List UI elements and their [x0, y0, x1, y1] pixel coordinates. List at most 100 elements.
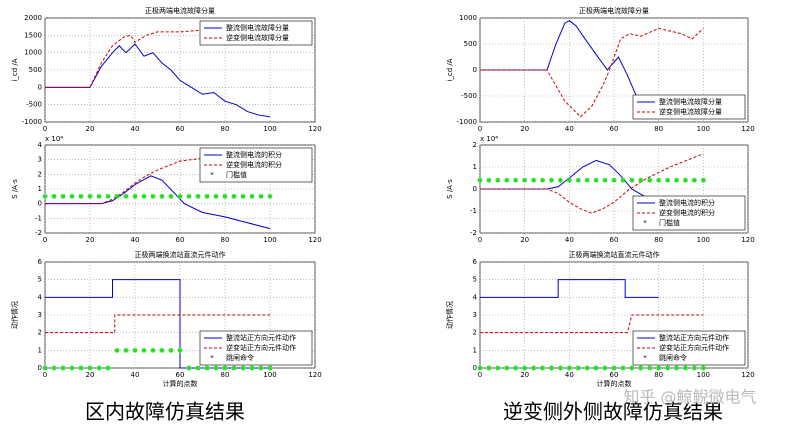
- x-tick-label: 40: [565, 236, 574, 244]
- x-tick-label: 60: [610, 125, 619, 133]
- marker: [96, 193, 102, 199]
- marker: [231, 193, 237, 199]
- x-tick-label: 20: [520, 125, 529, 133]
- marker: [593, 177, 599, 183]
- marker: [177, 347, 183, 353]
- y-tick-label: -2: [35, 229, 42, 237]
- x-tick-label: 100: [263, 236, 276, 244]
- marker: [665, 177, 671, 183]
- marker: [495, 177, 501, 183]
- series-line: [45, 43, 271, 118]
- marker: [105, 365, 111, 371]
- marker: [620, 177, 626, 183]
- y-tick-label: 3: [38, 156, 42, 164]
- x-axis-label: 计算的点数: [163, 379, 198, 388]
- marker: [611, 365, 617, 371]
- marker: [186, 365, 192, 371]
- marker: [602, 365, 608, 371]
- marker: [584, 365, 590, 371]
- x-tick-label: 60: [176, 371, 185, 379]
- y-tick-label: -500: [26, 101, 42, 109]
- marker: [213, 365, 219, 371]
- y-tick-label: 0: [473, 185, 477, 193]
- marker: [204, 365, 210, 371]
- x-tick-label: 20: [86, 236, 95, 244]
- marker: [51, 365, 57, 371]
- marker: [159, 193, 165, 199]
- y-tick-label: 1000: [459, 14, 477, 22]
- marker: [60, 193, 66, 199]
- legend-box: [632, 94, 746, 120]
- marker: [584, 177, 590, 183]
- y-axis-label: S /A·s: [446, 179, 454, 199]
- marker: [168, 347, 174, 353]
- marker: [495, 365, 501, 371]
- series-line: [480, 27, 704, 118]
- x-tick-label: 100: [263, 125, 276, 133]
- marker: [96, 365, 102, 371]
- marker: [522, 177, 528, 183]
- marker: [60, 365, 66, 371]
- marker: [150, 193, 156, 199]
- marker: [78, 365, 84, 371]
- marker: [540, 177, 546, 183]
- marker: [267, 365, 273, 371]
- x-tick-label: 80: [654, 371, 663, 379]
- marker: [638, 177, 644, 183]
- x-tick-label: 80: [221, 371, 230, 379]
- marker: [656, 365, 662, 371]
- x-tick-label: 20: [86, 371, 95, 379]
- marker: [240, 365, 246, 371]
- x-tick-label: 20: [520, 236, 529, 244]
- x-tick-label: 60: [176, 236, 185, 244]
- marker: [513, 365, 519, 371]
- x-tick-label: 20: [520, 371, 529, 379]
- marker: [477, 365, 483, 371]
- x-tick-label: 40: [131, 236, 140, 244]
- series-line: [480, 279, 659, 298]
- y-tick-label: -1: [470, 207, 477, 215]
- y-tick-label: 0: [38, 83, 42, 91]
- y-tick-label: 2000: [24, 14, 42, 22]
- x-tick-label: 120: [308, 125, 321, 133]
- x-tick-label: 80: [654, 236, 663, 244]
- y-tick-label: 6: [38, 258, 43, 266]
- x-tick-label: 100: [697, 371, 710, 379]
- y-axis-label: 动作情况: [445, 301, 454, 329]
- marker: [682, 177, 688, 183]
- y-tick-label: 0: [473, 66, 477, 74]
- marker: [486, 177, 492, 183]
- y-tick-label: 3: [473, 311, 477, 319]
- x-tick-label: 60: [610, 236, 619, 244]
- marker: [575, 177, 581, 183]
- marker: [629, 365, 635, 371]
- chart-title: 正极两端换流站直流元件动作: [135, 250, 226, 259]
- marker: [114, 193, 120, 199]
- marker: [513, 177, 519, 183]
- y-tick-label: 2: [38, 329, 42, 337]
- series-line: [480, 159, 655, 203]
- marker: [222, 193, 228, 199]
- marker: [186, 193, 192, 199]
- series-line: [45, 175, 271, 230]
- marker: [141, 193, 147, 199]
- chart-title: 正极两端电流故障分量: [145, 6, 215, 15]
- x-tick-label: 120: [308, 371, 321, 379]
- y-axis-label: 动作情况: [10, 301, 19, 329]
- x-tick-label: 0: [478, 125, 482, 133]
- marker: [700, 177, 706, 183]
- legend-box: [632, 195, 746, 231]
- legend-label: 整流站正方向元件动作: [226, 333, 296, 342]
- x-tick-label: 100: [263, 371, 276, 379]
- marker: [548, 365, 554, 371]
- legend-marker: *: [210, 354, 214, 362]
- caption: 区内故障仿真结果: [85, 400, 245, 424]
- marker: [486, 365, 492, 371]
- marker: [123, 193, 129, 199]
- y-tick-label: 5: [473, 276, 477, 284]
- y-tick-label: 5: [38, 276, 42, 284]
- marker: [42, 365, 48, 371]
- y-axis-label: S /A·s: [11, 179, 19, 199]
- marker: [638, 365, 644, 371]
